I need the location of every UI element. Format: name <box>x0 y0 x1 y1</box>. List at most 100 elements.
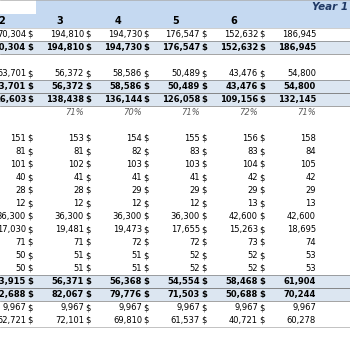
Text: 28: 28 <box>74 186 84 195</box>
Text: 53: 53 <box>305 264 316 273</box>
Text: 53,701: 53,701 <box>0 69 26 78</box>
Text: 71%: 71% <box>181 108 200 117</box>
Text: 70,244: 70,244 <box>284 290 316 299</box>
Text: $: $ <box>27 199 32 208</box>
Text: $: $ <box>259 186 264 195</box>
Text: 19,473: 19,473 <box>113 225 142 234</box>
Bar <box>0 41 350 54</box>
Text: 17,655: 17,655 <box>171 225 200 234</box>
Text: $: $ <box>27 225 32 234</box>
Text: $: $ <box>143 82 149 91</box>
Text: $: $ <box>143 95 149 104</box>
Text: $: $ <box>143 277 149 286</box>
Text: 58,586: 58,586 <box>110 82 142 91</box>
Text: $: $ <box>201 199 206 208</box>
Text: 71,503: 71,503 <box>168 290 200 299</box>
Text: $: $ <box>85 251 90 260</box>
Text: $: $ <box>259 147 264 156</box>
Text: 50: 50 <box>15 264 26 273</box>
Text: 74: 74 <box>305 238 316 247</box>
Text: 72: 72 <box>189 238 200 247</box>
Text: $: $ <box>259 290 265 299</box>
Text: 6: 6 <box>231 16 237 26</box>
Text: 194,730: 194,730 <box>104 43 142 52</box>
Text: 81: 81 <box>74 147 84 156</box>
Text: $: $ <box>201 147 206 156</box>
Text: $: $ <box>259 199 264 208</box>
Text: $: $ <box>259 43 265 52</box>
Text: $: $ <box>143 264 148 273</box>
Text: 104: 104 <box>242 160 258 169</box>
Text: 176,547: 176,547 <box>166 30 200 39</box>
Text: $: $ <box>27 30 32 39</box>
Text: $: $ <box>85 69 90 78</box>
Text: $: $ <box>85 173 90 182</box>
Bar <box>0 132 350 145</box>
Text: $: $ <box>201 225 206 234</box>
Text: 102: 102 <box>68 160 84 169</box>
Text: 29: 29 <box>189 186 200 195</box>
Text: $: $ <box>143 303 148 312</box>
Text: $: $ <box>201 134 206 143</box>
Text: 151: 151 <box>10 134 26 143</box>
Text: $: $ <box>27 316 32 325</box>
Text: 41: 41 <box>132 173 142 182</box>
Text: 9,967: 9,967 <box>292 303 316 312</box>
Bar <box>0 249 350 262</box>
Text: 186,945: 186,945 <box>278 43 316 52</box>
Text: $: $ <box>85 238 90 247</box>
Text: 16,603: 16,603 <box>0 95 26 104</box>
Text: 176,547: 176,547 <box>162 43 200 52</box>
Text: $: $ <box>201 95 207 104</box>
Text: $: $ <box>201 290 207 299</box>
Text: $: $ <box>259 225 264 234</box>
Text: 54,800: 54,800 <box>287 69 316 78</box>
Text: $: $ <box>143 199 148 208</box>
Text: 52: 52 <box>189 251 200 260</box>
Text: 72,101: 72,101 <box>55 316 84 325</box>
Text: 58,586: 58,586 <box>113 69 142 78</box>
Text: $: $ <box>201 43 207 52</box>
Bar <box>0 236 350 249</box>
Text: 83: 83 <box>247 147 258 156</box>
Text: $: $ <box>27 69 32 78</box>
Text: $: $ <box>85 212 90 221</box>
Text: $: $ <box>27 277 33 286</box>
Text: 136,144: 136,144 <box>104 95 142 104</box>
Text: $: $ <box>201 251 206 260</box>
Text: 18,695: 18,695 <box>287 225 316 234</box>
Bar <box>0 93 350 106</box>
Text: $: $ <box>27 147 32 156</box>
Text: 51: 51 <box>132 264 142 273</box>
Text: 12: 12 <box>189 199 200 208</box>
Text: 56,371: 56,371 <box>52 277 84 286</box>
Text: 9,967: 9,967 <box>176 303 200 312</box>
Text: $: $ <box>85 160 90 169</box>
Text: $: $ <box>27 186 32 195</box>
Text: 101: 101 <box>10 160 26 169</box>
Text: 194,810: 194,810 <box>50 30 84 39</box>
Text: 72: 72 <box>131 238 142 247</box>
Text: 9,967: 9,967 <box>2 303 26 312</box>
Bar <box>0 28 350 41</box>
Text: 50: 50 <box>15 251 26 260</box>
Text: 158: 158 <box>300 134 316 143</box>
Text: $: $ <box>201 277 207 286</box>
Text: $: $ <box>201 30 206 39</box>
Text: 186,945: 186,945 <box>282 30 316 39</box>
Text: 42,600: 42,600 <box>287 212 316 221</box>
Text: $: $ <box>201 303 206 312</box>
Bar <box>0 288 350 301</box>
Text: $: $ <box>259 264 264 273</box>
Text: $: $ <box>85 43 91 52</box>
Text: 43,476: 43,476 <box>229 69 258 78</box>
Text: 58,468: 58,468 <box>226 277 258 286</box>
Text: $: $ <box>85 147 90 156</box>
Text: 42: 42 <box>306 173 316 182</box>
Text: 56,368: 56,368 <box>110 277 142 286</box>
Text: 56,372: 56,372 <box>55 69 84 78</box>
Text: 70,304: 70,304 <box>0 30 26 39</box>
Text: 51: 51 <box>74 251 84 260</box>
Text: 132,145: 132,145 <box>278 95 316 104</box>
Bar <box>0 106 350 119</box>
